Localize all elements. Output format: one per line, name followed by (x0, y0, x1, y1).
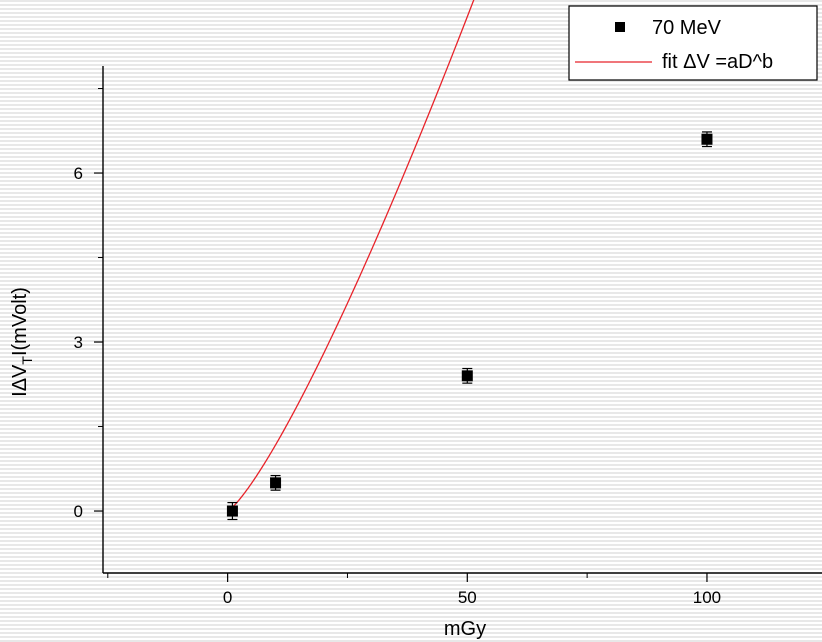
x-axis-label: mGy (444, 618, 486, 640)
legend: 70 MeV fit ΔV =aD^b (568, 5, 818, 81)
x-tick-label: 100 (693, 588, 721, 607)
legend-label-points: 70 MeV (652, 17, 722, 39)
x-tick-label: 50 (458, 588, 477, 607)
y-axis-label: IΔVTI(mVolt) (9, 287, 35, 397)
data-point (226, 505, 238, 517)
y-axis-label-tail: I(mVolt) (9, 287, 31, 356)
data-point (701, 133, 713, 145)
legend-box (568, 5, 818, 81)
x-tick-label: 0 (223, 588, 232, 607)
data-point (461, 370, 473, 382)
y-tick-label: 0 (74, 502, 83, 521)
fit-line (231, 0, 475, 508)
tick-labels: 0 50 100 0 3 6 (74, 164, 722, 607)
y-axis-label-sub: T (19, 356, 35, 365)
y-axis-label-main: IΔV (9, 364, 31, 397)
legend-marker-square (615, 22, 625, 32)
data-point (270, 477, 282, 489)
fit-layer (231, 0, 475, 508)
y-tick-label: 6 (74, 164, 83, 183)
points-layer (226, 131, 713, 521)
y-tick-label: 3 (74, 333, 83, 352)
legend-label-fit: fit ΔV =aD^b (662, 51, 773, 73)
axes (94, 66, 822, 582)
